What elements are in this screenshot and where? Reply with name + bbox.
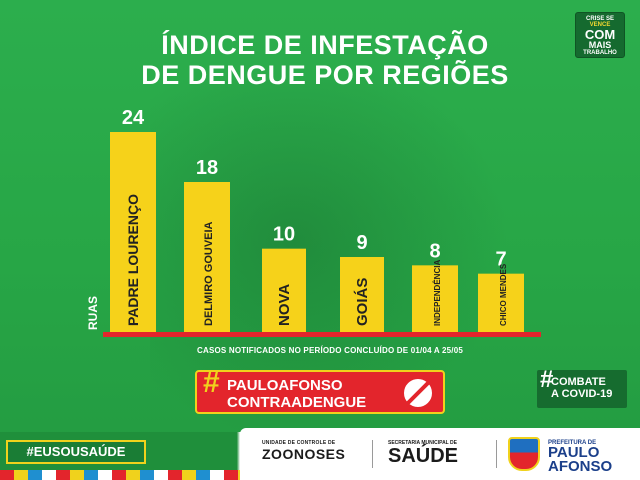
pref-big-1: PAULO [548,444,600,461]
bar-2 [184,182,230,332]
chart-footnote: CASOS NOTIFICADOS NO PERÍODO CONCLUÍDO D… [196,346,463,355]
badge-line-4: MAIS [588,40,612,50]
covid-line-2: A COVID-19 [551,388,613,400]
hashtag-line-2: CONTRAADENGUE [227,394,367,411]
bar-5 [412,265,458,332]
covid-hashtag: # COMBATE A COVID-19 [537,366,627,408]
pref-big-2: AFONSO [548,458,613,475]
badge-line-5: TRABALHO [583,50,617,56]
value-label-6: 7 [495,249,506,271]
logo-divider-1 [372,440,373,468]
category-label-4: GOIÁS [354,278,371,326]
category-label-5: INDEPENDÊNCIA [433,260,442,326]
badge-line-3: COM [584,27,616,42]
category-label-3: NOVA [276,284,293,326]
badge-line-1: CRISE SE [585,16,614,22]
covid-line-1: COMBATE [551,376,606,388]
hashtag-line-1: PAULOAFONSO [227,377,343,394]
value-label-2: 18 [196,157,218,179]
value-label-1: 24 [122,107,145,129]
prefeitura-logo: PREFEITURA DE PAULO AFONSO [548,440,612,474]
chart-title: ÍNDICE DE INFESTAÇÃO DE DENGUE POR REGIÕ… [120,30,530,90]
zoonoses-big: ZOONOSES [262,446,346,462]
value-label-5: 8 [429,240,440,262]
campaign-hashtag: # PAULOAFONSO CONTRAADENGUE [195,366,445,414]
saude-small: SECRETARIA MUNICIPAL DE [388,440,457,446]
category-label-1: PADRE LOURENÇO [125,194,141,326]
bar-4 [340,257,384,332]
covid-hash-symbol: # [540,366,554,393]
title-line-1: ÍNDICE DE INFESTAÇÃO [161,30,489,60]
saude-logo: SECRETARIA MUNICIPAL DE SAÚDE [388,440,458,466]
bar-3 [262,248,306,332]
badge-line-2: VENCE [589,22,611,28]
no-mosquito-icon [401,376,435,410]
logo-divider-2 [496,440,497,468]
y-axis-label: RUAS [86,296,100,330]
value-label-4: 9 [356,232,367,254]
bar-1 [110,132,156,332]
zoonoses-small: UNIDADE DE CONTROLE DE [262,440,336,446]
category-label-6: CHICO MENDES [499,263,508,326]
city-crest-icon [508,437,540,471]
color-stripe [0,470,240,480]
logo-panel [240,428,640,480]
value-label-3: 10 [273,224,295,246]
campaign-badge: CRISE SE VENCE COM MAIS TRABALHO [575,12,625,58]
pref-small: PREFEITURA DE [548,440,597,446]
saude-big: SAÚDE [388,445,459,467]
zoonoses-logo: UNIDADE DE CONTROLE DE ZOONOSES [262,440,345,462]
hash-symbol: # [203,366,220,399]
category-label-2: DELMIRO GOUVEIA [203,221,215,326]
chart-baseline [103,332,541,337]
eusousaude-tag: #EUSOUSAÚDE [6,440,146,464]
bar-6 [478,273,524,332]
title-line-2: DE DENGUE POR REGIÕES [141,60,509,90]
